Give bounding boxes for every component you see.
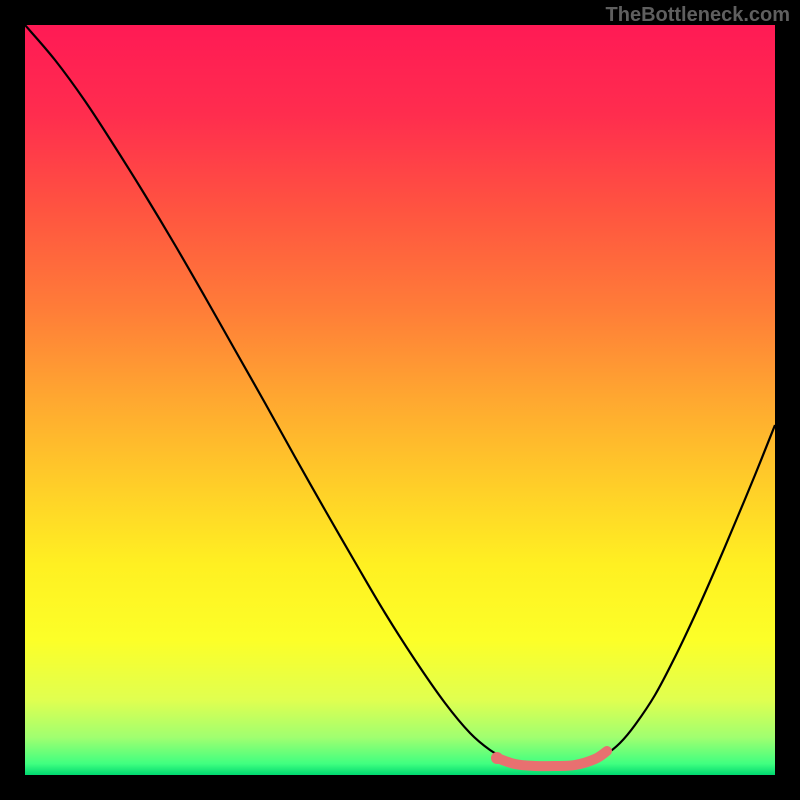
chart-container: TheBottleneck.com [0, 0, 800, 800]
highlight-start-dot [491, 752, 503, 764]
plot-area [25, 25, 775, 775]
watermark-text: TheBottleneck.com [606, 4, 790, 27]
gradient-background [25, 25, 775, 775]
bottleneck-chart [25, 25, 775, 775]
